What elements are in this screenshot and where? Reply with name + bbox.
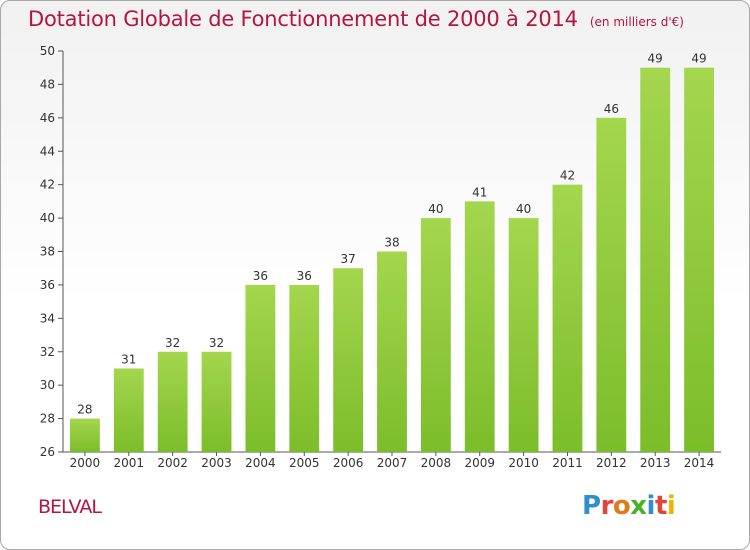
x-tick-label: 2002 [157,456,188,470]
bar [333,268,364,452]
logo-letter: r [600,491,614,521]
y-tick-label: 50 [40,44,55,58]
logo-letter: t [654,491,667,521]
x-tick-label: 2011 [552,456,583,470]
y-tick-label: 38 [40,245,55,259]
x-tick-label: 2013 [640,456,671,470]
logo-letter: i [666,491,676,521]
y-tick-label: 28 [40,412,55,426]
bar [596,117,627,452]
bar-value-label: 49 [691,52,706,66]
bar [640,67,671,452]
bar-value-label: 37 [340,252,355,266]
logo-letter: o [612,491,631,521]
x-tick-label: 2001 [114,456,145,470]
y-tick-label: 34 [40,311,55,325]
bar-value-label: 41 [472,185,487,199]
bar [464,201,495,452]
x-tick-label: 2005 [289,456,320,470]
x-tick-label: 2000 [70,456,101,470]
bar [377,251,407,452]
bar [201,351,232,452]
bar-value-label: 36 [253,269,268,283]
bar [508,218,539,452]
y-tick-label: 42 [40,178,55,192]
bar-value-label: 46 [604,102,619,116]
x-tick-label: 2009 [464,456,495,470]
y-tick-label: 26 [40,445,55,459]
bar-value-label: 40 [428,202,443,216]
bar-value-label: 42 [560,169,575,183]
y-tick-label: 30 [40,378,55,392]
y-tick-label: 32 [40,345,55,359]
proxiti-logo: Proxiti [582,491,676,521]
x-tick-label: 2006 [333,456,364,470]
x-tick-label: 2003 [201,456,232,470]
x-tick-label: 2008 [421,456,452,470]
title-text: Dotation Globale de Fonctionnement de 20… [28,7,578,31]
bar-value-label: 28 [77,403,92,417]
logo-letter: x [630,491,647,521]
bar [552,184,583,452]
y-tick-label: 48 [40,77,55,91]
logo-letter: i [646,491,656,521]
bar-value-label: 36 [297,269,312,283]
y-tick-label: 44 [40,144,55,158]
y-tick-label: 40 [40,211,55,225]
bar-value-label: 49 [648,52,663,66]
x-tick-label: 2004 [245,456,276,470]
x-tick-label: 2012 [596,456,627,470]
chart-title: Dotation Globale de Fonctionnement de 20… [28,7,684,31]
bar-value-label: 38 [384,236,399,250]
chart-subtitle: (en milliers d'€) [589,15,684,29]
x-tick-label: 2010 [508,456,539,470]
logo-letter: P [582,491,601,521]
x-tick-label: 2014 [684,456,715,470]
bar-value-label: 32 [209,336,224,350]
bar [289,284,320,452]
bar [113,368,144,452]
bar [157,351,188,452]
location-label: BELVAL [38,496,102,518]
y-tick-label: 36 [40,278,55,292]
bar [70,418,100,452]
bar [684,67,714,452]
bar-value-label: 31 [121,352,136,366]
bar [245,284,276,452]
x-tick-label: 2007 [377,456,408,470]
bar-value-label: 32 [165,336,180,350]
bar [420,218,451,452]
y-tick-label: 46 [40,111,55,125]
bar-value-label: 40 [516,202,531,216]
